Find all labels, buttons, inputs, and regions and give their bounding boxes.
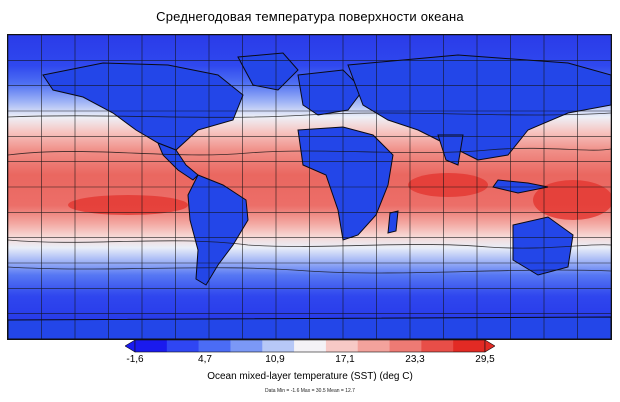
colorbar-ticks: -1,6 4,7 10,9 17,1 23,3 29,5 [0, 354, 620, 368]
colorbar-tick-label: 29,5 [475, 354, 495, 365]
land-indonesia [492, 179, 549, 194]
colorbar-segment [357, 340, 390, 352]
colorbar-segments [134, 339, 486, 353]
colorbar-tick-label: 10,9 [265, 354, 285, 365]
colorbar-segment [325, 340, 359, 352]
sst-map [7, 34, 612, 340]
colorbar-tick-label: 17,1 [335, 354, 355, 365]
colorbar-segment [421, 340, 454, 352]
colorbar-arrow-left-icon [124, 339, 136, 353]
land-madagascar [387, 210, 399, 234]
colorbar-segment [262, 340, 295, 352]
colorbar-segment [230, 340, 263, 352]
colorbar-segment [453, 340, 486, 352]
warm-pools [68, 173, 611, 220]
land-north-america [42, 62, 244, 151]
colorbar-tick-label: 23,3 [405, 354, 425, 365]
colorbar-title: Ocean mixed-layer temperature (SST) (deg… [207, 371, 413, 382]
colorbar-arrow-right-icon [484, 339, 496, 353]
land-australia [512, 216, 574, 276]
land-masses [8, 52, 611, 339]
land-greenland [237, 52, 299, 91]
land-africa [297, 126, 394, 241]
isotherm-contours [8, 112, 611, 274]
colorbar-tick-label: 4,7 [198, 354, 212, 365]
chart-title: Среднегодовая температура поверхности ок… [156, 9, 464, 24]
land-south-america [187, 174, 249, 286]
colorbar-segment [198, 340, 231, 352]
data-stats: Data Min = -1.6 Max = 30.5 Mean = 12.7 [265, 388, 355, 394]
colorbar-segment [389, 340, 422, 352]
colorbar-segment [135, 340, 168, 352]
colorbar-tick-label: -1,6 [126, 354, 144, 365]
colorbar-segment [166, 340, 199, 352]
colorbar [124, 338, 496, 354]
colorbar-segment [294, 340, 327, 352]
land-asia [347, 54, 611, 161]
lat-lon-grid [8, 35, 611, 339]
